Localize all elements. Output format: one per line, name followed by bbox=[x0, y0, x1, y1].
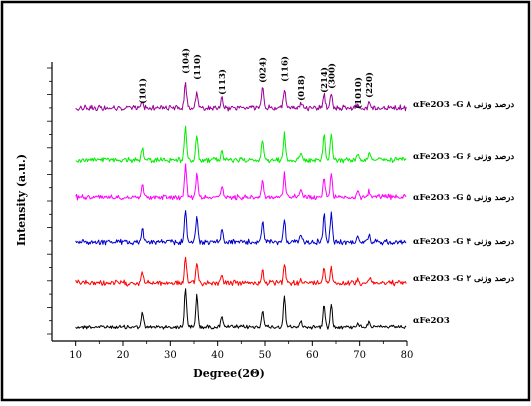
peak-label: (214) bbox=[319, 67, 330, 93]
x-tick-label: 70 bbox=[353, 350, 366, 361]
y-ticks bbox=[47, 67, 52, 335]
x-tick-label: 20 bbox=[117, 350, 130, 361]
x-tick-label: 40 bbox=[211, 350, 224, 361]
trace-series-5 bbox=[75, 82, 407, 112]
peak-label: (1010) bbox=[353, 77, 364, 109]
x-axis-title: Degree(2Θ) bbox=[193, 367, 265, 380]
traces bbox=[75, 82, 407, 330]
x-tick-label: 80 bbox=[401, 350, 414, 361]
series-label: αFe2O3 bbox=[413, 316, 450, 326]
peak-label: (018) bbox=[296, 75, 307, 101]
peak-labels: (101) (104) (110) (113) (024) (116) (018) (214)… bbox=[137, 48, 375, 109]
trace-series-0 bbox=[75, 288, 407, 330]
x-tick-label: 60 bbox=[306, 350, 319, 361]
series-labels: αFe2O3 αFe2O3 -G ۲ درصد وزنی αFe2O3 -G ۴ د… bbox=[413, 100, 514, 326]
peak-label: (104) bbox=[180, 48, 191, 74]
peak-label: (113) bbox=[217, 69, 228, 95]
peak-label: (300) bbox=[326, 63, 337, 89]
series-label: αFe2O3 -G ۲ درصد وزنی bbox=[413, 274, 514, 284]
series-label: αFe2O3 -G ۶ درصد وزنی bbox=[413, 152, 514, 162]
series-label: αFe2O3 -G ۴ درصد وزنی bbox=[413, 237, 514, 247]
y-axis-title: Intensity (a.u.) bbox=[15, 154, 28, 246]
trace-series-2 bbox=[75, 210, 407, 246]
x-tick-label: 30 bbox=[164, 350, 177, 361]
peak-label: (101) bbox=[137, 78, 148, 104]
series-label: αFe2O3 -G ۵ درصد وزنی bbox=[413, 193, 514, 203]
x-tick-label: 50 bbox=[259, 350, 272, 361]
trace-series-4 bbox=[75, 125, 407, 164]
peak-label: (110) bbox=[192, 54, 203, 80]
x-tick-label: 10 bbox=[69, 350, 82, 361]
peak-label: (116) bbox=[279, 56, 290, 82]
peak-label: (024) bbox=[258, 57, 269, 83]
trace-series-1 bbox=[75, 256, 407, 287]
series-label: αFe2O3 -G ۸ درصد وزنی bbox=[413, 100, 514, 110]
trace-series-3 bbox=[75, 163, 407, 201]
peak-label: (220) bbox=[364, 72, 375, 98]
x-ticks: 10 20 30 40 50 60 70 80 bbox=[69, 341, 413, 361]
